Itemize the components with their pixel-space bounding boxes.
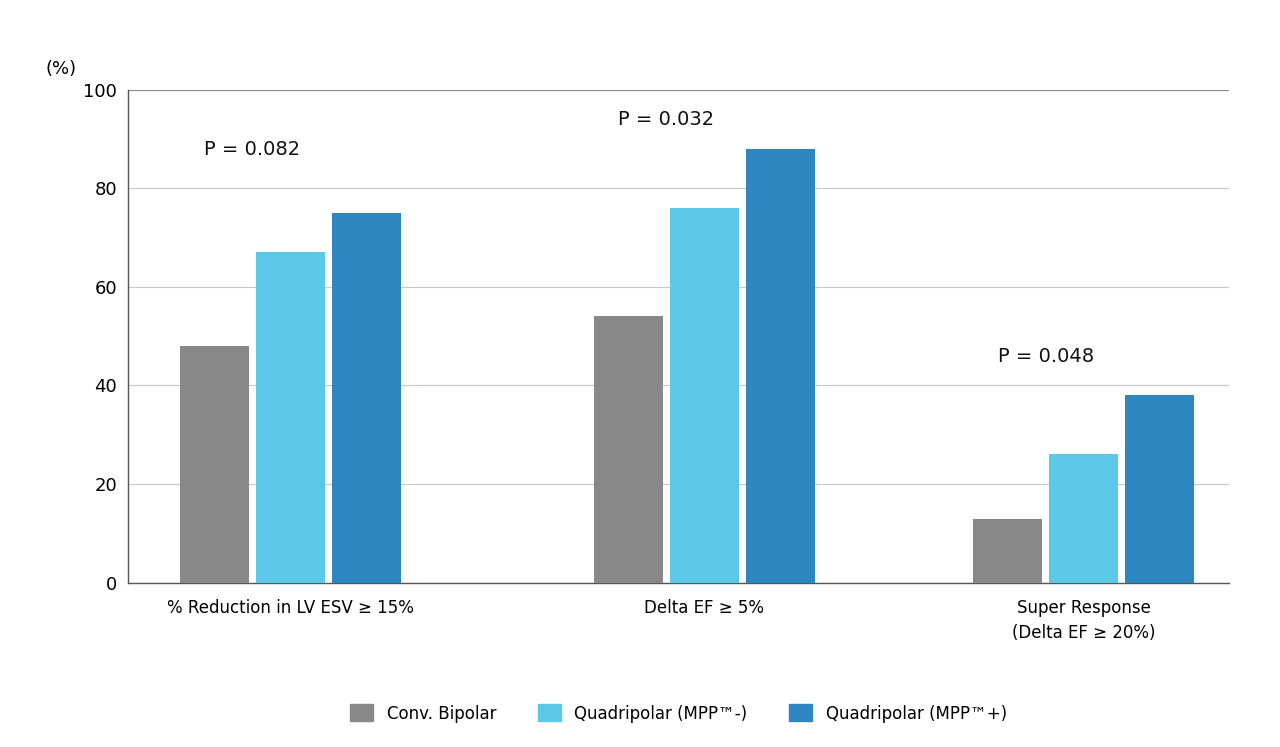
Text: P = 0.082: P = 0.082 [204,140,300,158]
Bar [746,149,814,583]
Bar [594,317,663,583]
Text: (%): (%) [46,60,77,78]
Text: P = 0.032: P = 0.032 [618,110,714,129]
Legend: Conv. Bipolar, Quadripolar (MPP™-), Quadripolar (MPP™+): Conv. Bipolar, Quadripolar (MPP™-), Quad… [349,704,1007,722]
Bar [1125,395,1194,583]
Bar [256,252,325,583]
Bar [332,213,401,583]
Bar [1050,454,1119,583]
Bar [974,518,1042,583]
Bar [179,346,248,583]
Bar [669,208,739,583]
Text: P = 0.048: P = 0.048 [997,347,1093,366]
